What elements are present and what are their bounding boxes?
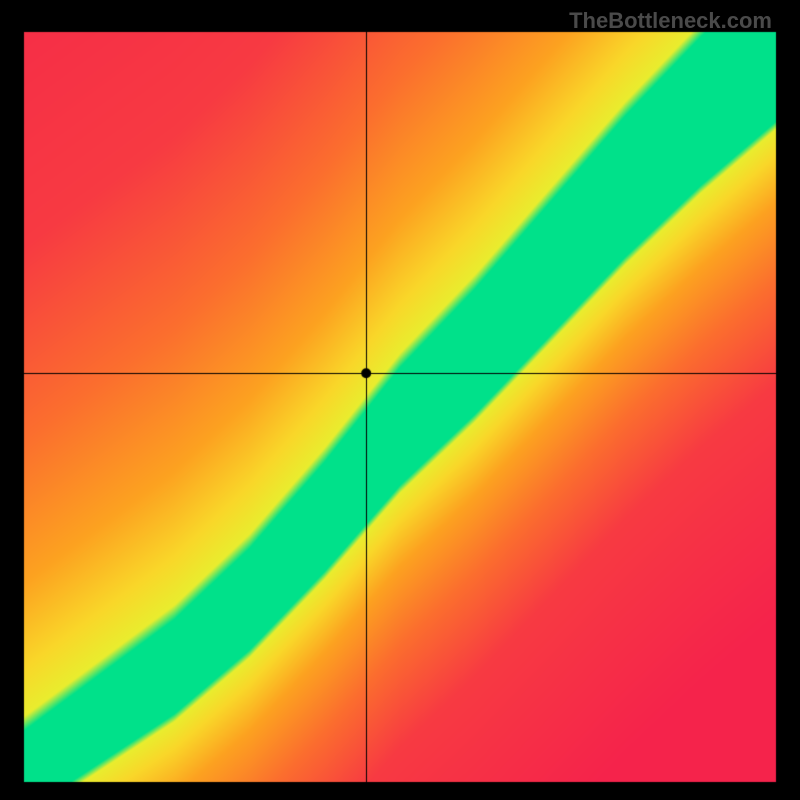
chart-container: TheBottleneck.com (0, 0, 800, 800)
watermark-text: TheBottleneck.com (569, 8, 772, 34)
bottleneck-heatmap (0, 0, 800, 800)
